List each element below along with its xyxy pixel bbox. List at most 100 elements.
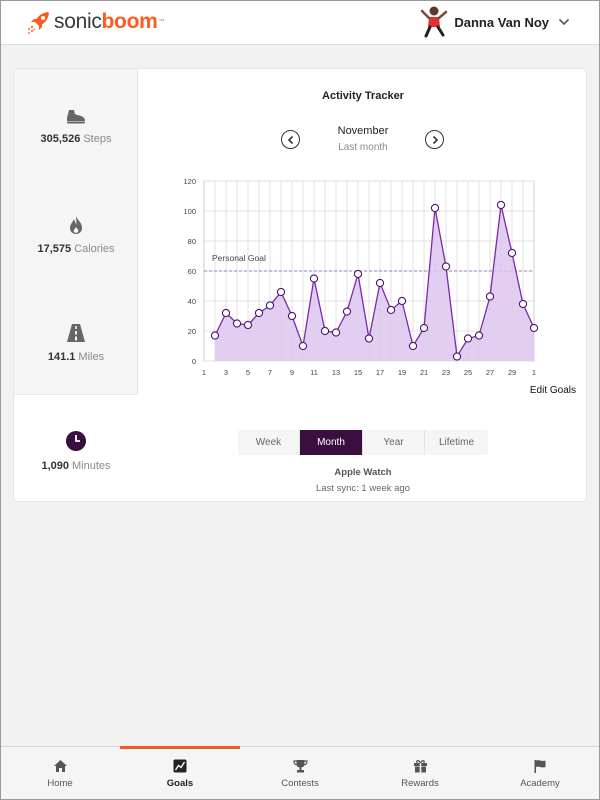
nav-item-contests[interactable]: Contests xyxy=(240,747,360,800)
logo-trademark: ™ xyxy=(158,19,165,25)
x-tick-label: 29 xyxy=(508,368,516,377)
stat-steps: 305,526 Steps xyxy=(14,107,138,145)
y-tick-label: 40 xyxy=(188,297,196,306)
rocket-icon xyxy=(28,12,49,34)
data-point xyxy=(397,296,407,306)
data-point xyxy=(265,301,275,310)
data-point xyxy=(276,287,286,297)
chart-icon xyxy=(173,759,187,773)
stat-minutes: 1,090 Minutes xyxy=(14,430,138,472)
flame-icon xyxy=(70,216,82,234)
stat-value: 1,090 xyxy=(41,460,69,472)
nav-item-rewards[interactable]: Rewards xyxy=(360,747,480,800)
app-header: sonicboom™ Danna Van Noy xyxy=(0,0,600,45)
data-point xyxy=(474,331,484,340)
period-month[interactable]: Month xyxy=(300,430,363,455)
clock-icon xyxy=(66,431,86,451)
month-label: November xyxy=(337,125,389,137)
y-tick-label: 100 xyxy=(183,207,196,216)
logo-wordmark: sonicboom™ xyxy=(54,9,164,35)
data-point xyxy=(419,323,429,333)
data-point xyxy=(298,341,308,351)
last-sync-text: Last sync: 1 week ago xyxy=(316,483,410,494)
user-menu[interactable]: Danna Van Noy xyxy=(418,5,570,39)
data-point xyxy=(529,323,539,333)
data-point xyxy=(364,334,374,343)
nav-label: Academy xyxy=(520,778,560,789)
activity-series xyxy=(210,200,539,361)
x-tick-label: 17 xyxy=(376,368,384,377)
avatar xyxy=(421,6,448,38)
stat-value: 17,575 xyxy=(37,243,72,255)
data-point xyxy=(210,331,220,340)
home-icon xyxy=(53,760,67,772)
x-tick-label: 13 xyxy=(332,368,340,377)
nav-item-academy[interactable]: Academy xyxy=(480,747,600,800)
device-name: Apple Watch xyxy=(334,467,392,478)
stat-unit: Minutes xyxy=(72,460,111,472)
chevron-right-icon xyxy=(432,135,438,144)
stat-calories: 17,575 Calories xyxy=(14,215,138,255)
next-month-button[interactable] xyxy=(425,130,444,149)
data-point xyxy=(331,328,341,337)
stat-unit: Calories xyxy=(74,243,115,255)
x-tick-label: 15 xyxy=(354,368,362,377)
activity-card: 305,526 Steps 17,575 Calories 141.1 Miles 1… xyxy=(13,68,587,502)
stat-value: 305,526 xyxy=(40,133,81,145)
goal-label: Personal Goal xyxy=(212,253,266,263)
data-point xyxy=(243,320,253,330)
nav-label: Rewards xyxy=(401,778,439,789)
logo-boom: boom xyxy=(101,10,158,33)
data-point xyxy=(452,352,462,361)
logo-sonic: sonic xyxy=(54,10,102,33)
y-tick-label: 80 xyxy=(188,237,196,246)
nav-item-goals[interactable]: Goals xyxy=(120,746,240,800)
data-point xyxy=(254,308,264,318)
data-point xyxy=(408,341,418,351)
x-tick-label: 25 xyxy=(464,368,472,377)
period-lifetime[interactable]: Lifetime xyxy=(438,437,474,448)
x-tick-label: 7 xyxy=(268,368,272,377)
x-tick-label: 11 xyxy=(310,368,318,377)
data-point xyxy=(320,326,330,336)
sonicboom-logo[interactable]: sonicboom™ xyxy=(26,9,164,35)
road-icon xyxy=(67,324,85,342)
data-point xyxy=(287,311,297,321)
series-area xyxy=(215,205,534,361)
data-point xyxy=(496,200,506,210)
flag-icon xyxy=(534,760,546,773)
nav-item-home[interactable]: Home xyxy=(0,747,120,800)
tracker-title: Activity Tracker xyxy=(322,90,404,102)
period-year[interactable]: Year xyxy=(363,430,425,455)
data-point xyxy=(507,248,517,258)
data-point xyxy=(463,334,473,343)
data-point xyxy=(518,299,528,309)
period-week[interactable]: Week xyxy=(238,430,300,455)
data-point xyxy=(342,307,352,316)
data-point xyxy=(221,308,231,318)
data-point xyxy=(386,305,396,315)
x-tick-label: 19 xyxy=(398,368,406,377)
user-name: Danna Van Noy xyxy=(454,14,549,30)
x-tick-label: 3 xyxy=(224,368,228,377)
y-tick-label: 60 xyxy=(188,267,196,276)
trophy-icon xyxy=(292,760,308,773)
nav-label: Contests xyxy=(281,778,319,789)
shoe-icon xyxy=(67,110,85,124)
data-point xyxy=(353,269,363,279)
nav-label: Goals xyxy=(166,778,194,789)
chevron-left-icon xyxy=(287,135,293,144)
data-point xyxy=(430,203,440,213)
chevron-down-icon xyxy=(558,18,570,26)
x-tick-label: 1 xyxy=(202,368,206,377)
edit-goals-link[interactable]: Edit Goals xyxy=(529,385,576,396)
gift-icon xyxy=(413,760,427,773)
x-tick-label: 23 xyxy=(442,368,450,377)
x-tick-label: 5 xyxy=(246,368,250,377)
bottom-navigation: Home Goals Contests Rewards Academy xyxy=(0,746,600,800)
data-point xyxy=(485,292,495,301)
previous-month-button[interactable] xyxy=(281,130,300,149)
personal-goal-line: Personal Goal xyxy=(204,253,534,272)
